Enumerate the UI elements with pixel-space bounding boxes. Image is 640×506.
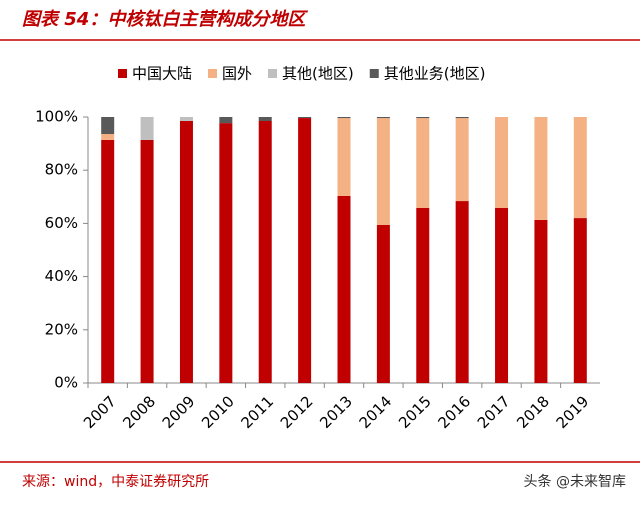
y-tick-label: 40% xyxy=(45,267,78,285)
bar-segment xyxy=(416,117,430,119)
bar-segment xyxy=(258,120,272,384)
bar-segment xyxy=(258,117,272,121)
bar-segment xyxy=(179,120,193,384)
bar-segment xyxy=(416,207,430,383)
bar-segment xyxy=(179,117,193,121)
x-tick-label: 2017 xyxy=(474,392,514,432)
y-tick-label: 20% xyxy=(45,320,78,338)
bar-segment xyxy=(376,224,390,383)
legend-label: 其他(地区) xyxy=(282,65,354,83)
bar-segment xyxy=(455,201,469,383)
bar-segment xyxy=(495,117,509,208)
x-tick-label: 2010 xyxy=(198,392,238,432)
legend-label: 国外 xyxy=(222,65,252,83)
x-tick-label: 2015 xyxy=(395,392,435,432)
bar-segment xyxy=(101,117,115,135)
bar-segment xyxy=(534,219,548,383)
watermark: 头条 @未来智库 xyxy=(524,473,626,490)
bar-segment xyxy=(140,139,154,383)
source: 来源：wind，中泰证券研究所 xyxy=(22,474,209,490)
x-tick-label: 2012 xyxy=(277,392,317,432)
bar-segment xyxy=(219,123,233,384)
legend-label: 中国大陆 xyxy=(132,65,192,83)
bar-segment xyxy=(416,118,430,208)
bar-segment xyxy=(376,118,390,225)
bar-segment xyxy=(298,118,312,384)
y-tick-label: 0% xyxy=(54,374,78,392)
bar-segment xyxy=(101,139,115,383)
y-tick-label: 80% xyxy=(45,161,78,179)
legend-swatch xyxy=(369,69,379,78)
bar-segment xyxy=(298,117,312,119)
x-tick-label: 2007 xyxy=(80,392,120,432)
chart-title: 图表 54：中核钛白主营构成分地区 xyxy=(22,9,308,30)
bar-segment xyxy=(140,117,154,140)
x-tick-label: 2019 xyxy=(553,392,593,432)
bar-segment xyxy=(455,117,469,119)
x-tick-label: 2014 xyxy=(356,392,396,432)
bar-segment xyxy=(337,196,351,383)
legend-swatch xyxy=(208,69,218,78)
bar-segment xyxy=(455,118,469,202)
x-tick-label: 2011 xyxy=(238,392,278,432)
legend-label: 其他业务(地区) xyxy=(384,65,486,83)
x-tick-label: 2016 xyxy=(434,392,474,432)
x-tick-label: 2013 xyxy=(316,392,356,432)
bar-segment xyxy=(101,134,115,140)
bar-segment xyxy=(573,218,587,383)
x-tick-label: 2018 xyxy=(513,392,553,432)
bar-segment xyxy=(219,117,233,124)
bar-segment xyxy=(337,118,351,197)
bar-segment xyxy=(376,117,390,119)
bar-segment xyxy=(495,207,509,383)
legend-swatch xyxy=(118,69,127,78)
bar-segment xyxy=(534,117,548,220)
legend-swatch xyxy=(268,69,278,78)
bar-segment xyxy=(337,117,351,119)
x-tick-label: 2008 xyxy=(119,392,159,432)
y-tick-label: 60% xyxy=(45,214,78,232)
bar-segment xyxy=(573,117,587,219)
y-tick-label: 100% xyxy=(35,108,78,126)
x-tick-label: 2009 xyxy=(159,392,199,432)
